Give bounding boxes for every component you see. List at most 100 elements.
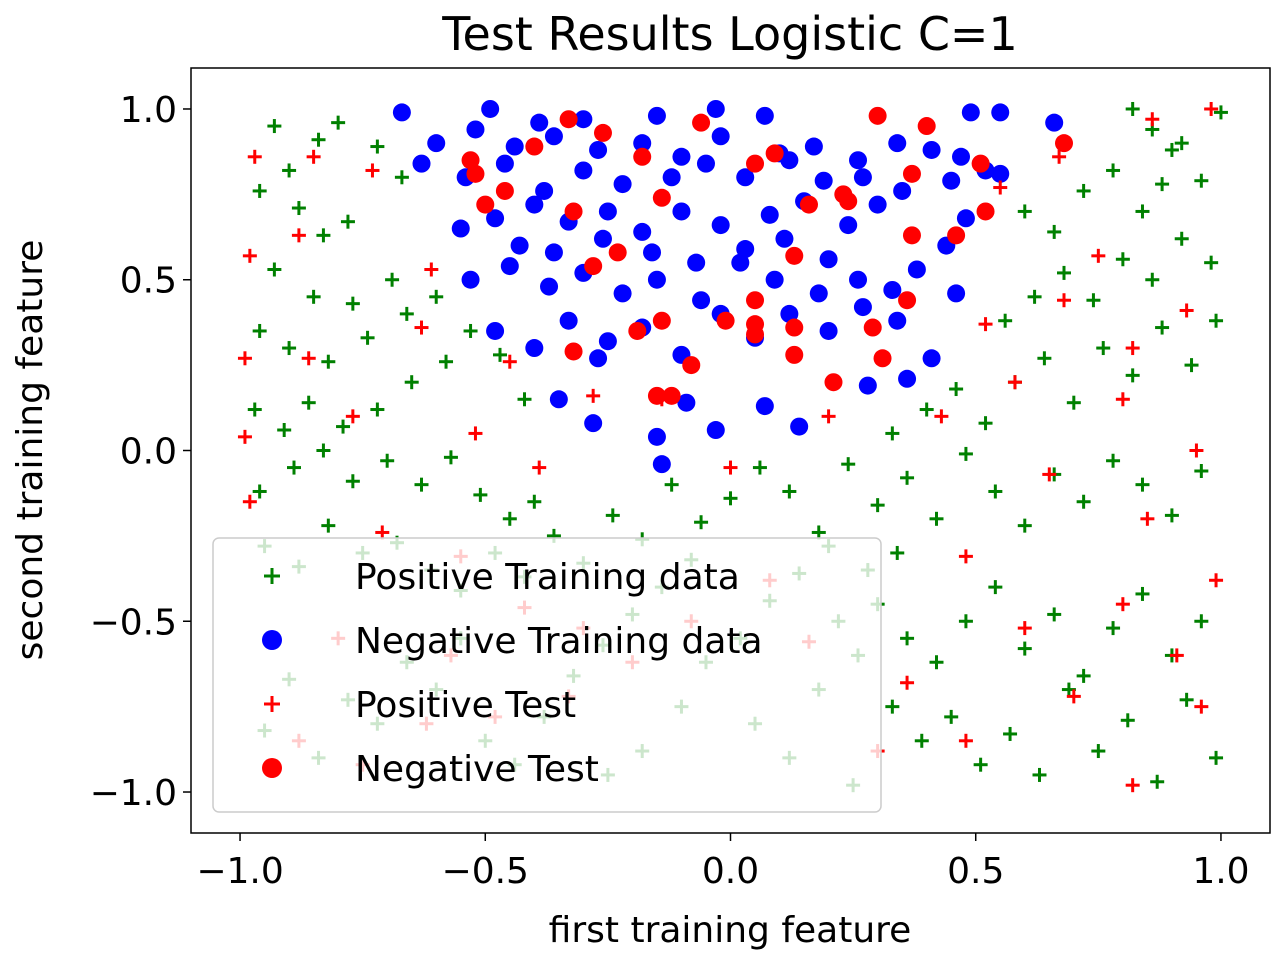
data-point [316, 228, 331, 243]
data-point [922, 140, 941, 159]
data-point [1164, 142, 1179, 157]
legend-marker [262, 630, 282, 650]
legend: Positive Training data Negative Training … [212, 537, 882, 813]
data-point [331, 115, 346, 130]
data-point [564, 342, 583, 361]
legend-box [212, 537, 882, 813]
data-point [466, 120, 485, 139]
data-point [723, 491, 738, 506]
data-point [598, 202, 617, 221]
data-point [574, 161, 593, 180]
data-point [486, 209, 505, 228]
data-point [1076, 183, 1091, 198]
data-point [682, 356, 701, 375]
data-point [988, 484, 1003, 499]
data-point [919, 402, 934, 417]
data-point [736, 240, 755, 259]
data-point [311, 132, 326, 147]
data-point [525, 137, 544, 156]
data-point [252, 183, 267, 198]
data-point [643, 243, 662, 262]
y-axis-label: second training feature [10, 240, 51, 661]
data-point [633, 147, 652, 166]
data-point [839, 192, 858, 211]
data-point [746, 291, 765, 310]
data-point [687, 253, 706, 272]
data-point [841, 457, 856, 472]
data-point [1204, 255, 1219, 270]
data-point [900, 631, 915, 646]
data-point [574, 110, 593, 129]
data-point [237, 351, 252, 366]
data-point [898, 291, 917, 310]
data-point [427, 134, 446, 153]
data-point [652, 311, 671, 330]
data-point [549, 390, 568, 409]
data-point [564, 202, 583, 221]
data-point [1055, 134, 1074, 153]
data-point [824, 373, 843, 392]
data-point [1194, 173, 1209, 188]
x-tick-label: −0.5 [442, 851, 529, 892]
data-point [1194, 463, 1209, 478]
data-point [929, 511, 944, 526]
data-point [782, 484, 797, 499]
x-tick-label: −1.0 [196, 851, 283, 892]
data-point [1135, 204, 1150, 219]
data-point [944, 709, 959, 724]
data-point [584, 257, 603, 276]
data-point [237, 429, 252, 444]
data-point [746, 325, 765, 344]
legend-label: Positive Test [355, 685, 576, 726]
data-point [799, 195, 818, 214]
data-point [267, 262, 282, 277]
data-point [885, 699, 900, 714]
data-point [922, 349, 941, 368]
data-point [780, 151, 799, 170]
data-point [752, 460, 767, 475]
data-point [392, 103, 411, 122]
data-point [608, 243, 627, 262]
data-point [811, 525, 826, 540]
data-point [900, 470, 915, 485]
data-point [873, 349, 892, 368]
data-point [785, 318, 804, 337]
data-point [662, 168, 681, 187]
data-point [340, 214, 355, 229]
data-point [412, 154, 431, 173]
data-point [1115, 597, 1130, 612]
data-point [706, 99, 725, 118]
data-point [723, 460, 738, 475]
data-point [495, 181, 514, 200]
data-point [495, 154, 514, 173]
data-point [907, 260, 926, 279]
data-point [486, 321, 505, 340]
data-point [1145, 272, 1160, 287]
data-point [242, 494, 257, 509]
data-point [849, 151, 868, 170]
data-point [1003, 726, 1018, 741]
data-point [958, 614, 973, 629]
data-point [736, 168, 755, 187]
data-point [502, 354, 517, 369]
data-point [839, 216, 858, 235]
legend-marker [264, 696, 280, 712]
data-point [1125, 368, 1140, 383]
data-point [532, 460, 547, 475]
data-point [593, 229, 612, 248]
data-point [711, 216, 730, 235]
data-point [662, 386, 681, 405]
data-point [1091, 744, 1106, 759]
data-point [1194, 699, 1209, 714]
data-point [242, 248, 257, 263]
data-point [443, 450, 458, 465]
data-point [1047, 224, 1062, 239]
data-point [853, 168, 872, 187]
data-point [1135, 477, 1150, 492]
data-point [544, 243, 563, 262]
data-point [525, 339, 544, 358]
data-point [605, 508, 620, 523]
data-point [958, 733, 973, 748]
legend-label: Negative Training data [355, 621, 763, 662]
data-point [633, 134, 652, 153]
